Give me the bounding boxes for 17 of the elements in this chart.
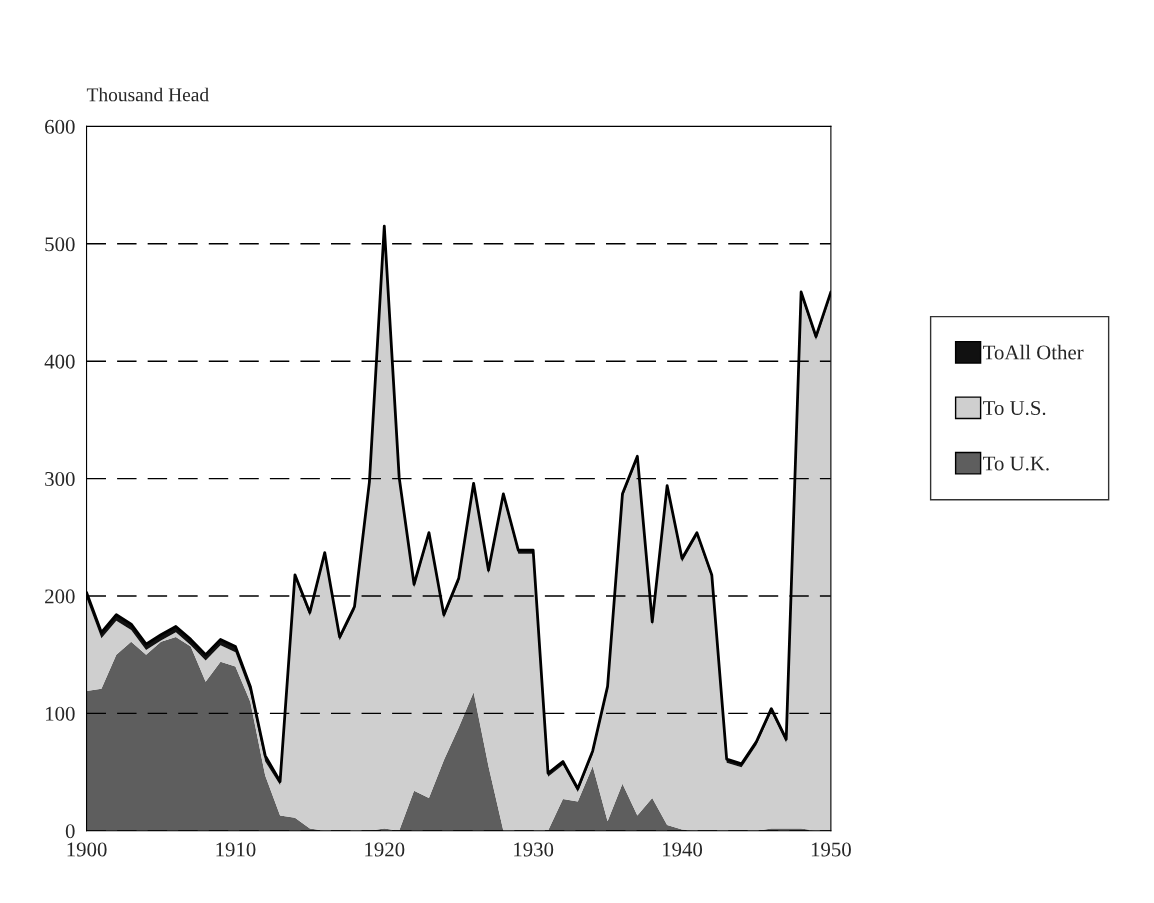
legend-label: To U.S. bbox=[983, 401, 1046, 416]
y-tick-label: 200 bbox=[45, 589, 75, 604]
y-tick-label: 100 bbox=[46, 706, 75, 721]
y-tick-label: 400 bbox=[44, 354, 75, 369]
x-tick-label: 1900 bbox=[67, 842, 107, 857]
x-tick-label: 1950 bbox=[811, 842, 851, 857]
y-tick-label: 0 bbox=[65, 824, 75, 839]
legend-label: ToAll Other bbox=[983, 344, 1084, 360]
x-tick-label: 1920 bbox=[365, 842, 405, 857]
x-tick-label: 1930 bbox=[514, 842, 554, 857]
x-tick-label: 1910 bbox=[216, 842, 256, 857]
y-tick-label: 300 bbox=[45, 471, 75, 487]
legend-label: To U.K. bbox=[983, 456, 1049, 471]
x-tick-label: 1940 bbox=[663, 842, 703, 857]
y-axis-title: Thousand Head bbox=[86, 87, 209, 102]
y-tick-label: 500 bbox=[45, 237, 75, 252]
y-tick-label: 600 bbox=[45, 119, 75, 134]
